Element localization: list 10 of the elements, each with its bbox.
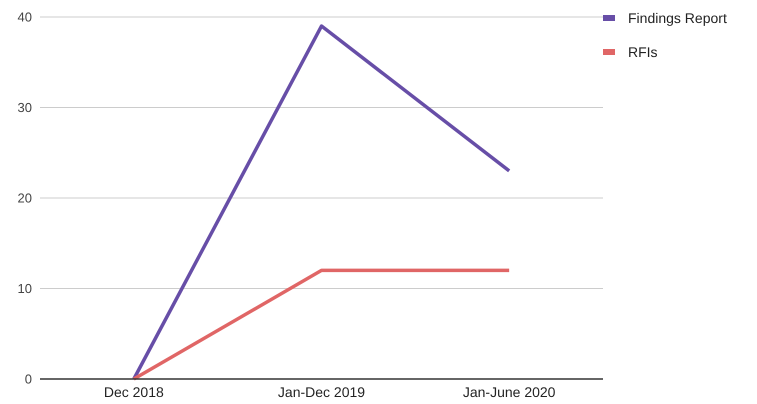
legend-label: Findings Report [628,10,727,26]
y-tick-label: 30 [18,100,32,116]
x-tick-label: Jan-Dec 2019 [278,384,366,400]
y-tick-label: 0 [24,372,32,387]
y-tick-label: 20 [18,190,32,206]
y-tick-label: 10 [18,281,32,296]
y-tick-label: 40 [18,10,32,25]
legend-label: RFIs [628,44,658,60]
x-tick-label: Jan-June 2020 [462,384,556,400]
x-tick-label: Dec 2018 [104,384,164,400]
